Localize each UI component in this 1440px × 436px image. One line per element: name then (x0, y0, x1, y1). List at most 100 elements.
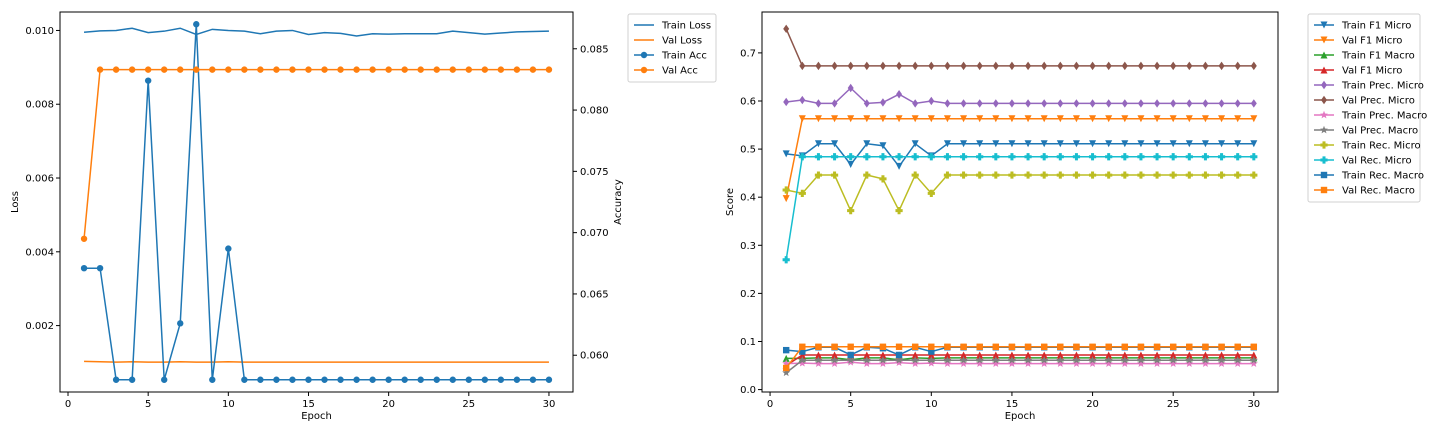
series-train-f1-micro (782, 140, 1258, 170)
data-point (273, 376, 280, 383)
data-point (879, 115, 887, 123)
data-point (911, 140, 919, 148)
data-point (991, 356, 1000, 364)
data-point (959, 153, 968, 161)
data-point (1072, 140, 1080, 148)
data-point (273, 66, 280, 73)
data-point (799, 61, 806, 71)
data-point (798, 115, 806, 123)
data-point (1088, 171, 1097, 179)
data-point (1217, 171, 1226, 179)
x-tick-label: 15 (1006, 399, 1019, 410)
data-point (863, 351, 871, 359)
data-point (1056, 140, 1064, 148)
data-point (896, 90, 903, 99)
data-point (1201, 140, 1209, 148)
data-point (976, 343, 983, 350)
data-point (782, 354, 790, 362)
data-point (1250, 171, 1258, 179)
data-point (1024, 171, 1032, 179)
x-tick-label: 5 (145, 399, 151, 410)
data-point (369, 66, 376, 73)
data-point (782, 150, 790, 158)
data-point (1234, 171, 1242, 179)
data-point (814, 171, 823, 179)
data-point (1250, 153, 1258, 161)
legend-label: Val F1 Micro (1342, 36, 1402, 47)
data-point (1008, 115, 1016, 123)
data-point (783, 97, 790, 107)
data-point (1008, 153, 1016, 161)
data-point (241, 376, 248, 383)
data-point (863, 140, 871, 148)
data-point (911, 359, 920, 368)
data-point (1089, 343, 1096, 350)
series-val-f1-micro (782, 115, 1258, 203)
data-point (976, 115, 984, 123)
data-point (943, 115, 951, 123)
data-point (1105, 351, 1113, 359)
data-point (1153, 356, 1162, 364)
data-point (782, 195, 790, 203)
series-line (83, 27, 549, 37)
data-point (1136, 356, 1145, 364)
data-point (960, 343, 967, 350)
data-point (831, 99, 838, 108)
data-point (1105, 171, 1113, 179)
data-point (782, 256, 790, 264)
data-point (193, 66, 200, 73)
data-point (831, 343, 838, 350)
data-point (1169, 343, 1177, 350)
data-point (1185, 115, 1193, 123)
data-point (1234, 99, 1241, 108)
data-point (1136, 359, 1145, 368)
data-point (1072, 359, 1081, 368)
data-point (128, 376, 136, 383)
data-point (879, 61, 886, 71)
y2-tick-label: 0.065 (580, 289, 609, 300)
data-point (783, 24, 790, 34)
data-point (1040, 153, 1048, 161)
data-point (1250, 99, 1257, 108)
legend-marker (1320, 125, 1328, 134)
legend-box (1307, 13, 1421, 203)
data-point (798, 189, 806, 197)
data-point (1040, 140, 1048, 148)
y-axis-label: Score (725, 188, 736, 216)
y2-tick-label: 0.060 (580, 351, 609, 362)
data-point (1169, 115, 1177, 123)
data-point (257, 66, 264, 73)
data-point (1250, 61, 1257, 71)
data-point (1089, 351, 1097, 359)
x-tick-label: 0 (65, 399, 71, 410)
data-point (1185, 171, 1193, 179)
series-line (785, 354, 1254, 367)
legend-marker (1320, 110, 1328, 119)
data-point (1104, 359, 1113, 368)
data-point (529, 376, 537, 383)
y-tick-label: 0.002 (25, 321, 54, 332)
data-point (1121, 343, 1129, 350)
legend-marker (1320, 66, 1328, 74)
series-line (83, 68, 549, 239)
data-point (337, 376, 344, 383)
series-train-prec-micro (783, 83, 1257, 108)
data-point (1169, 140, 1177, 148)
data-point (1024, 115, 1032, 123)
data-point (976, 171, 984, 179)
data-point (1201, 351, 1209, 359)
data-point (96, 264, 104, 272)
data-point (225, 66, 232, 73)
data-point (927, 115, 935, 123)
data-point (1154, 99, 1161, 108)
data-point (241, 66, 248, 73)
data-point (497, 376, 505, 383)
data-point (798, 153, 806, 161)
data-point (1249, 356, 1258, 364)
x-tick-label: 15 (302, 399, 315, 410)
data-point (847, 83, 854, 93)
data-point (1089, 61, 1096, 71)
data-point (1250, 351, 1258, 359)
series-line (786, 142, 1254, 168)
data-point (513, 376, 521, 383)
